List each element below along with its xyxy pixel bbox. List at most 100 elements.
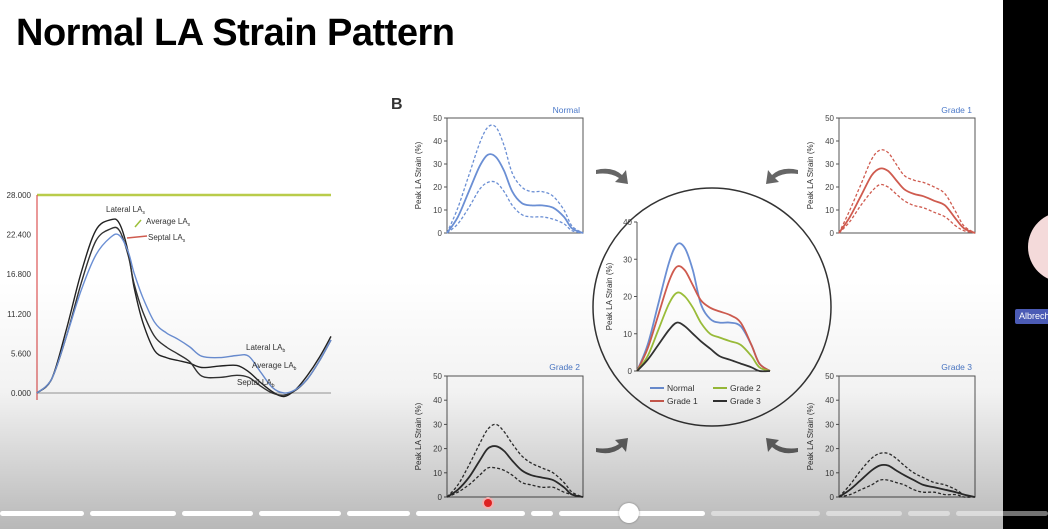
left-chart-annotations: Lateral LAs Average LAs Septal LAs Later… [106, 205, 297, 389]
panel-y-axis-label: Peak LA Strain (%) [414, 402, 423, 470]
left-y-tick-label: 5.600 [11, 349, 32, 358]
center-series-line [636, 291, 771, 372]
progress-chapter-segment[interactable] [259, 511, 341, 516]
progress-chapter-segment[interactable] [826, 511, 902, 516]
video-progress-bar[interactable] [0, 509, 1048, 517]
annotation-septal-marker [126, 235, 148, 239]
panel-series-line [446, 180, 584, 234]
arrow-grade3-to-center-icon [766, 438, 798, 454]
left-chart: 28.000 22.400 16.800 11.200 5.600 0.000 Later… [7, 191, 332, 400]
legend-normal: Normal [667, 383, 695, 393]
panel-grade1: 0 10 20 30 40 50 Peak LA Strain (%) Grade 1 [806, 105, 976, 238]
panel-series-line [446, 124, 584, 234]
center-series-line [636, 321, 771, 373]
record-indicator-icon [484, 499, 492, 507]
center-y-tick-label: 0 [628, 367, 633, 376]
panel-y-tick-label: 20 [433, 183, 442, 192]
annotation-septal-las: Septal LAs [148, 233, 186, 244]
panel-y-tick-label: 20 [825, 445, 834, 454]
panel-grade2: 0 10 20 30 40 50 Peak LA Strain (%) Grade 2 [414, 362, 584, 502]
panel-y-axis-label: Peak LA Strain (%) [806, 141, 815, 209]
annotation-lateral-las: Lateral LAs [106, 205, 145, 216]
panel-series-line [446, 466, 584, 498]
panel-y-tick-label: 20 [825, 183, 834, 192]
legend-grade2: Grade 2 [730, 383, 761, 393]
panel-center: 0 10 20 30 40 Peak LA Strain (%) [605, 218, 771, 376]
center-y-tick-label: 20 [623, 293, 632, 302]
panel-b-letter: B [391, 96, 403, 113]
panel-y-tick-label: 0 [830, 493, 835, 502]
progress-scrubber-handle[interactable] [619, 503, 639, 523]
progress-chapter-segment[interactable] [628, 511, 705, 516]
panel-y-tick-label: 20 [433, 445, 442, 454]
center-series-line [636, 265, 771, 372]
annotation-average-marker [134, 219, 142, 228]
center-y-axis-label: Peak LA Strain (%) [605, 262, 614, 330]
arrow-grade2-to-center-icon [596, 438, 628, 454]
annotation-lateral-lab: Lateral LAb [246, 343, 285, 354]
panel-y-tick-label: 30 [825, 420, 834, 429]
annotation-average-las: Average LAs [146, 217, 191, 228]
progress-chapter-segment[interactable] [182, 511, 253, 516]
left-y-tick-label: 11.200 [7, 310, 31, 319]
legend-grade1: Grade 1 [667, 396, 698, 406]
panel-y-tick-label: 10 [825, 206, 834, 215]
arrow-grade1-to-center-icon [766, 168, 798, 184]
panel-y-tick-label: 40 [433, 137, 442, 146]
panel-title: Grade 1 [941, 105, 972, 115]
panel-y-axis-label: Peak LA Strain (%) [806, 402, 815, 470]
progress-chapter-segment[interactable] [0, 511, 84, 516]
panel-frame [446, 375, 584, 498]
left-series-line [36, 218, 332, 398]
center-legend: Normal Grade 2 Grade 1 Grade 3 [650, 383, 761, 406]
panel-y-tick-label: 40 [825, 396, 834, 405]
figure: 28.000 22.400 16.800 11.200 5.600 0.000 Later… [7, 96, 976, 502]
left-series-line [36, 226, 332, 396]
panel-title: Grade 3 [941, 362, 972, 372]
panel-y-tick-label: 50 [825, 372, 834, 381]
panel-series-line [838, 183, 976, 234]
panel-series-line [838, 478, 976, 498]
panel-series-line [838, 167, 976, 234]
panel-y-tick-label: 40 [825, 137, 834, 146]
panel-frame [838, 375, 976, 498]
progress-chapter-segment[interactable] [416, 511, 525, 516]
cycle-arrows [596, 168, 798, 454]
panel-title: Grade 2 [549, 362, 580, 372]
panel-y-tick-label: 30 [433, 160, 442, 169]
progress-chapter-segment[interactable] [956, 511, 1048, 516]
panel-y-tick-label: 10 [825, 469, 834, 478]
presenter-name: Albrecht [1015, 309, 1048, 324]
panel-frame [446, 117, 584, 234]
panel-y-tick-label: 30 [825, 160, 834, 169]
slide-title: Normal LA Strain Pattern [16, 12, 455, 54]
panel-y-tick-label: 10 [433, 206, 442, 215]
legend-grade3: Grade 3 [730, 396, 761, 406]
panel-y-tick-label: 50 [433, 372, 442, 381]
progress-chapter-segment[interactable] [711, 511, 820, 516]
panel-series-line [446, 445, 584, 498]
panel-title: Normal [553, 105, 581, 115]
progress-chapter-segment[interactable] [908, 511, 950, 516]
participant-panel: Albrecht [1003, 0, 1048, 529]
panel-series-line [838, 464, 976, 498]
panel-frame [838, 117, 976, 234]
left-y-tick-label: 16.800 [7, 270, 32, 279]
progress-chapter-segment[interactable] [347, 511, 410, 516]
panel-y-tick-label: 10 [433, 469, 442, 478]
progress-chapter-segment[interactable] [559, 511, 622, 516]
panel-y-tick-label: 40 [433, 396, 442, 405]
panel-series-line [446, 423, 584, 498]
left-series-line [36, 233, 332, 394]
annotation-septal-lab: Septal LAb [237, 378, 275, 389]
presenter-avatar[interactable] [1028, 212, 1048, 282]
progress-chapter-segment[interactable] [531, 511, 553, 516]
panel-y-tick-label: 0 [830, 229, 835, 238]
panel-y-tick-label: 30 [433, 420, 442, 429]
center-y-tick-label: 30 [623, 255, 632, 264]
panel-y-tick-label: 0 [438, 493, 443, 502]
progress-chapter-segment[interactable] [90, 511, 176, 516]
center-y-tick-label: 10 [623, 330, 632, 339]
panel-series-line [838, 149, 976, 234]
left-y-tick-label: 22.400 [7, 231, 32, 240]
